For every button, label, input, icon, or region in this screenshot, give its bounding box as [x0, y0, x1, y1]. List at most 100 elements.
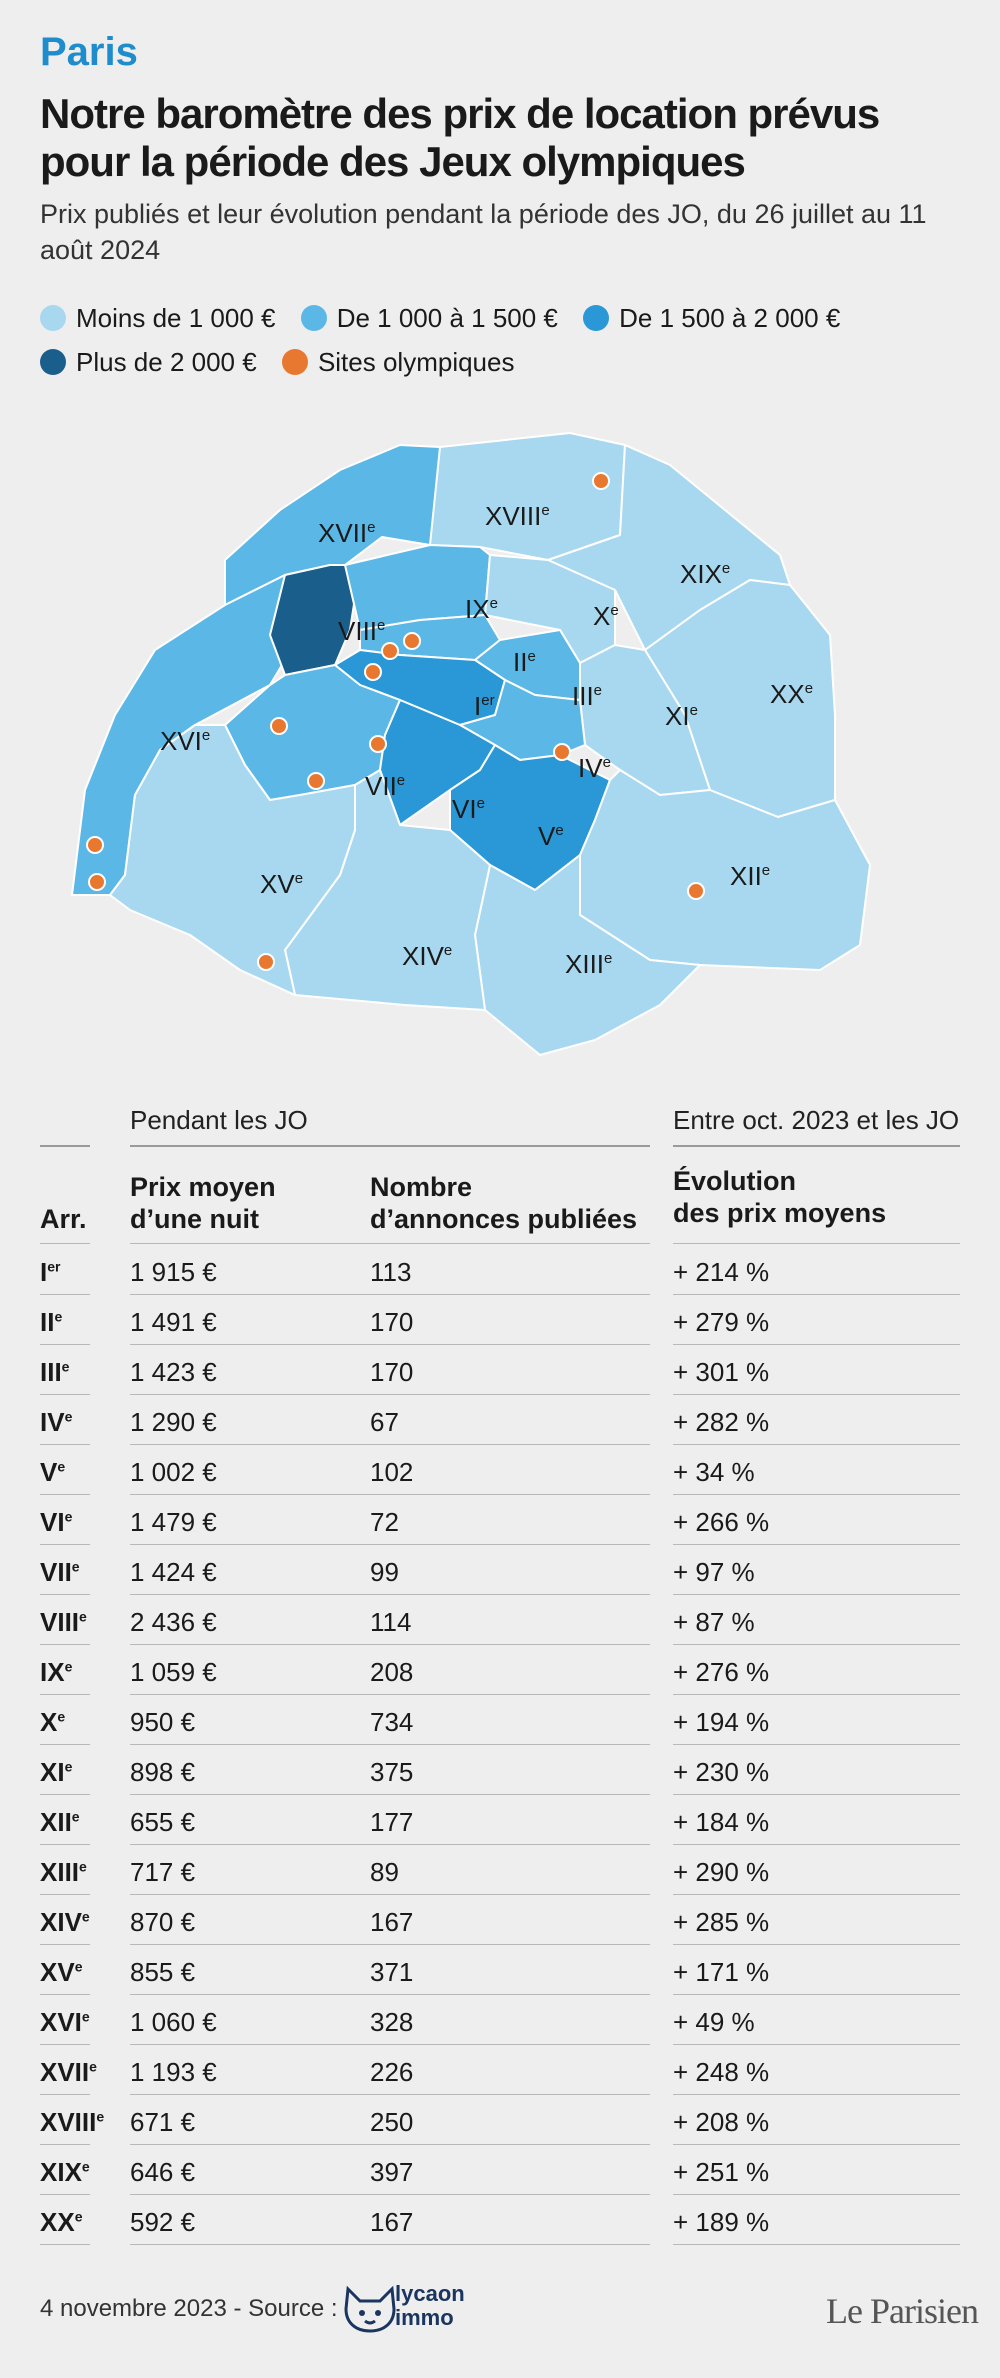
label-xviii: XVIIIe: [485, 501, 550, 531]
kicker: Paris: [40, 30, 138, 74]
arr-label: XIX: [40, 2157, 82, 2187]
cell-price: 870 €: [130, 1907, 196, 1937]
row-divider: [130, 1744, 650, 1745]
legend: Moins de 1 000 € De 1 000 à 1 500 € De 1…: [40, 298, 960, 386]
legend-swatch: [40, 305, 66, 331]
table-row: XVIe 1 060 € 328 + 49 %: [40, 1995, 960, 2045]
table-row: XIIe 655 € 177 + 184 %: [40, 1795, 960, 1845]
cell-price: 646 €: [130, 2157, 196, 2187]
source-logo-text: lycaon immo: [395, 2282, 465, 2330]
label-vi: VIe: [452, 794, 485, 824]
group-evolution: Entre oct. 2023 et les JO: [673, 1105, 960, 1135]
olympic-site-marker: [86, 836, 104, 854]
cell-count: 375: [370, 1757, 414, 1787]
row-divider: [40, 1994, 90, 1995]
table-row: Ier 1 915 € 113 + 214 %: [40, 1245, 960, 1295]
arr-label: IV: [40, 1407, 65, 1437]
cell-price: 1 059 €: [130, 1657, 217, 1687]
row-divider: [673, 1644, 960, 1645]
cell-price: 655 €: [130, 1807, 196, 1837]
cell-count: 371: [370, 1957, 414, 1987]
row-divider: [130, 1494, 650, 1495]
olympic-site-marker: [403, 632, 421, 650]
row-divider: [673, 1544, 960, 1545]
legend-label: Moins de 1 000 €: [76, 303, 276, 333]
column-header-count: Nombre d’annonces publiées: [370, 1171, 637, 1235]
cell-evolution: + 194 %: [673, 1707, 770, 1737]
cell-count: 114: [370, 1607, 412, 1637]
row-divider: [673, 1494, 960, 1495]
cell-count: 113: [370, 1257, 412, 1287]
column-header-evolution: Évolution des prix moyens: [673, 1165, 886, 1229]
cell-evolution: + 171 %: [673, 1957, 770, 1987]
row-divider: [673, 2244, 960, 2245]
cell-count: 89: [370, 1857, 399, 1887]
footer-credit: 4 novembre 2023 - Source :: [40, 2295, 338, 2322]
table-row: IIIe 1 423 € 170 + 301 %: [40, 1345, 960, 1395]
legend-swatch: [583, 305, 610, 331]
district-xv: [109, 724, 356, 996]
cell-evolution: + 279 %: [673, 1307, 770, 1337]
brand-logo: Le Parisien: [826, 2291, 979, 2331]
table-row: XVe 855 € 371 + 171 %: [40, 1945, 960, 1995]
legend-label: De 1 000 à 1 500 €: [336, 303, 558, 333]
cell-count: 67: [370, 1407, 399, 1437]
arr-label: XVIII: [40, 2107, 97, 2137]
cell-arrondissement: XVIIIe: [40, 2107, 104, 2138]
legend-item-1500-2000: De 1 500 à 2 000 €: [583, 298, 840, 338]
cell-count: 177: [370, 1807, 414, 1837]
row-divider: [673, 1344, 960, 1345]
cell-evolution: + 276 %: [673, 1657, 770, 1687]
cell-price: 1 002 €: [130, 1457, 217, 1487]
row-divider: [673, 1894, 960, 1895]
column-header-count-line1: Nombre: [370, 1172, 473, 1202]
arr-label: VII: [40, 1557, 72, 1587]
arr-label: XI: [40, 1757, 65, 1787]
arr-label: XIII: [40, 1857, 80, 1887]
table-row: Ve 1 002 € 102 + 34 %: [40, 1445, 960, 1495]
row-divider: [40, 2194, 90, 2195]
row-divider: [673, 1594, 960, 1595]
arr-label: XIV: [40, 1907, 82, 1937]
row-divider: [40, 1444, 90, 1445]
cell-arrondissement: XVIIe: [40, 2057, 97, 2088]
row-divider: [40, 1744, 90, 1745]
header-divider: [130, 1243, 650, 1244]
arr-label: XVI: [40, 2007, 82, 2037]
label-xix: XIXe: [680, 559, 730, 589]
label-iv: IVe: [578, 753, 611, 783]
label-xvi: XVIe: [160, 726, 210, 756]
arr-suffix: e: [64, 1408, 73, 1425]
olympic-site-marker: [257, 953, 275, 971]
row-divider: [673, 1694, 960, 1695]
cell-arrondissement: XVe: [40, 1957, 82, 1988]
cell-price: 1 491 €: [130, 1307, 217, 1337]
column-header-evolution-line1: Évolution: [673, 1166, 796, 1196]
cell-evolution: + 214 %: [673, 1257, 770, 1287]
olympic-site-marker: [369, 735, 387, 753]
header-divider: [673, 1243, 960, 1244]
row-divider: [130, 1344, 650, 1345]
row-divider: [40, 2144, 90, 2145]
table-row: VIe 1 479 € 72 + 266 %: [40, 1495, 960, 1545]
row-divider: [673, 1794, 960, 1795]
column-header-evolution-line2: des prix moyens: [673, 1198, 887, 1228]
olympic-site-marker: [88, 873, 106, 891]
row-divider: [40, 1394, 90, 1395]
legend-label: Plus de 2 000 €: [76, 347, 257, 377]
subtitle: Prix publiés et leur évolution pendant l…: [40, 199, 927, 265]
arr-suffix: e: [71, 1558, 80, 1575]
label-ii: IIe: [513, 647, 536, 677]
row-divider: [40, 1944, 90, 1945]
row-divider: [40, 1894, 90, 1895]
row-divider: [673, 2094, 960, 2095]
legend-swatch: [300, 305, 327, 331]
table-row: XIIIe 717 € 89 + 290 %: [40, 1845, 960, 1895]
cell-count: 250: [370, 2107, 414, 2137]
cell-price: 1 424 €: [130, 1557, 217, 1587]
row-divider: [673, 1844, 960, 1845]
cell-arrondissement: Ier: [40, 1257, 60, 1288]
column-header-price-line2: d’une nuit: [130, 1204, 259, 1234]
cell-evolution: + 266 %: [673, 1507, 770, 1537]
label-iii: IIIe: [572, 681, 602, 711]
